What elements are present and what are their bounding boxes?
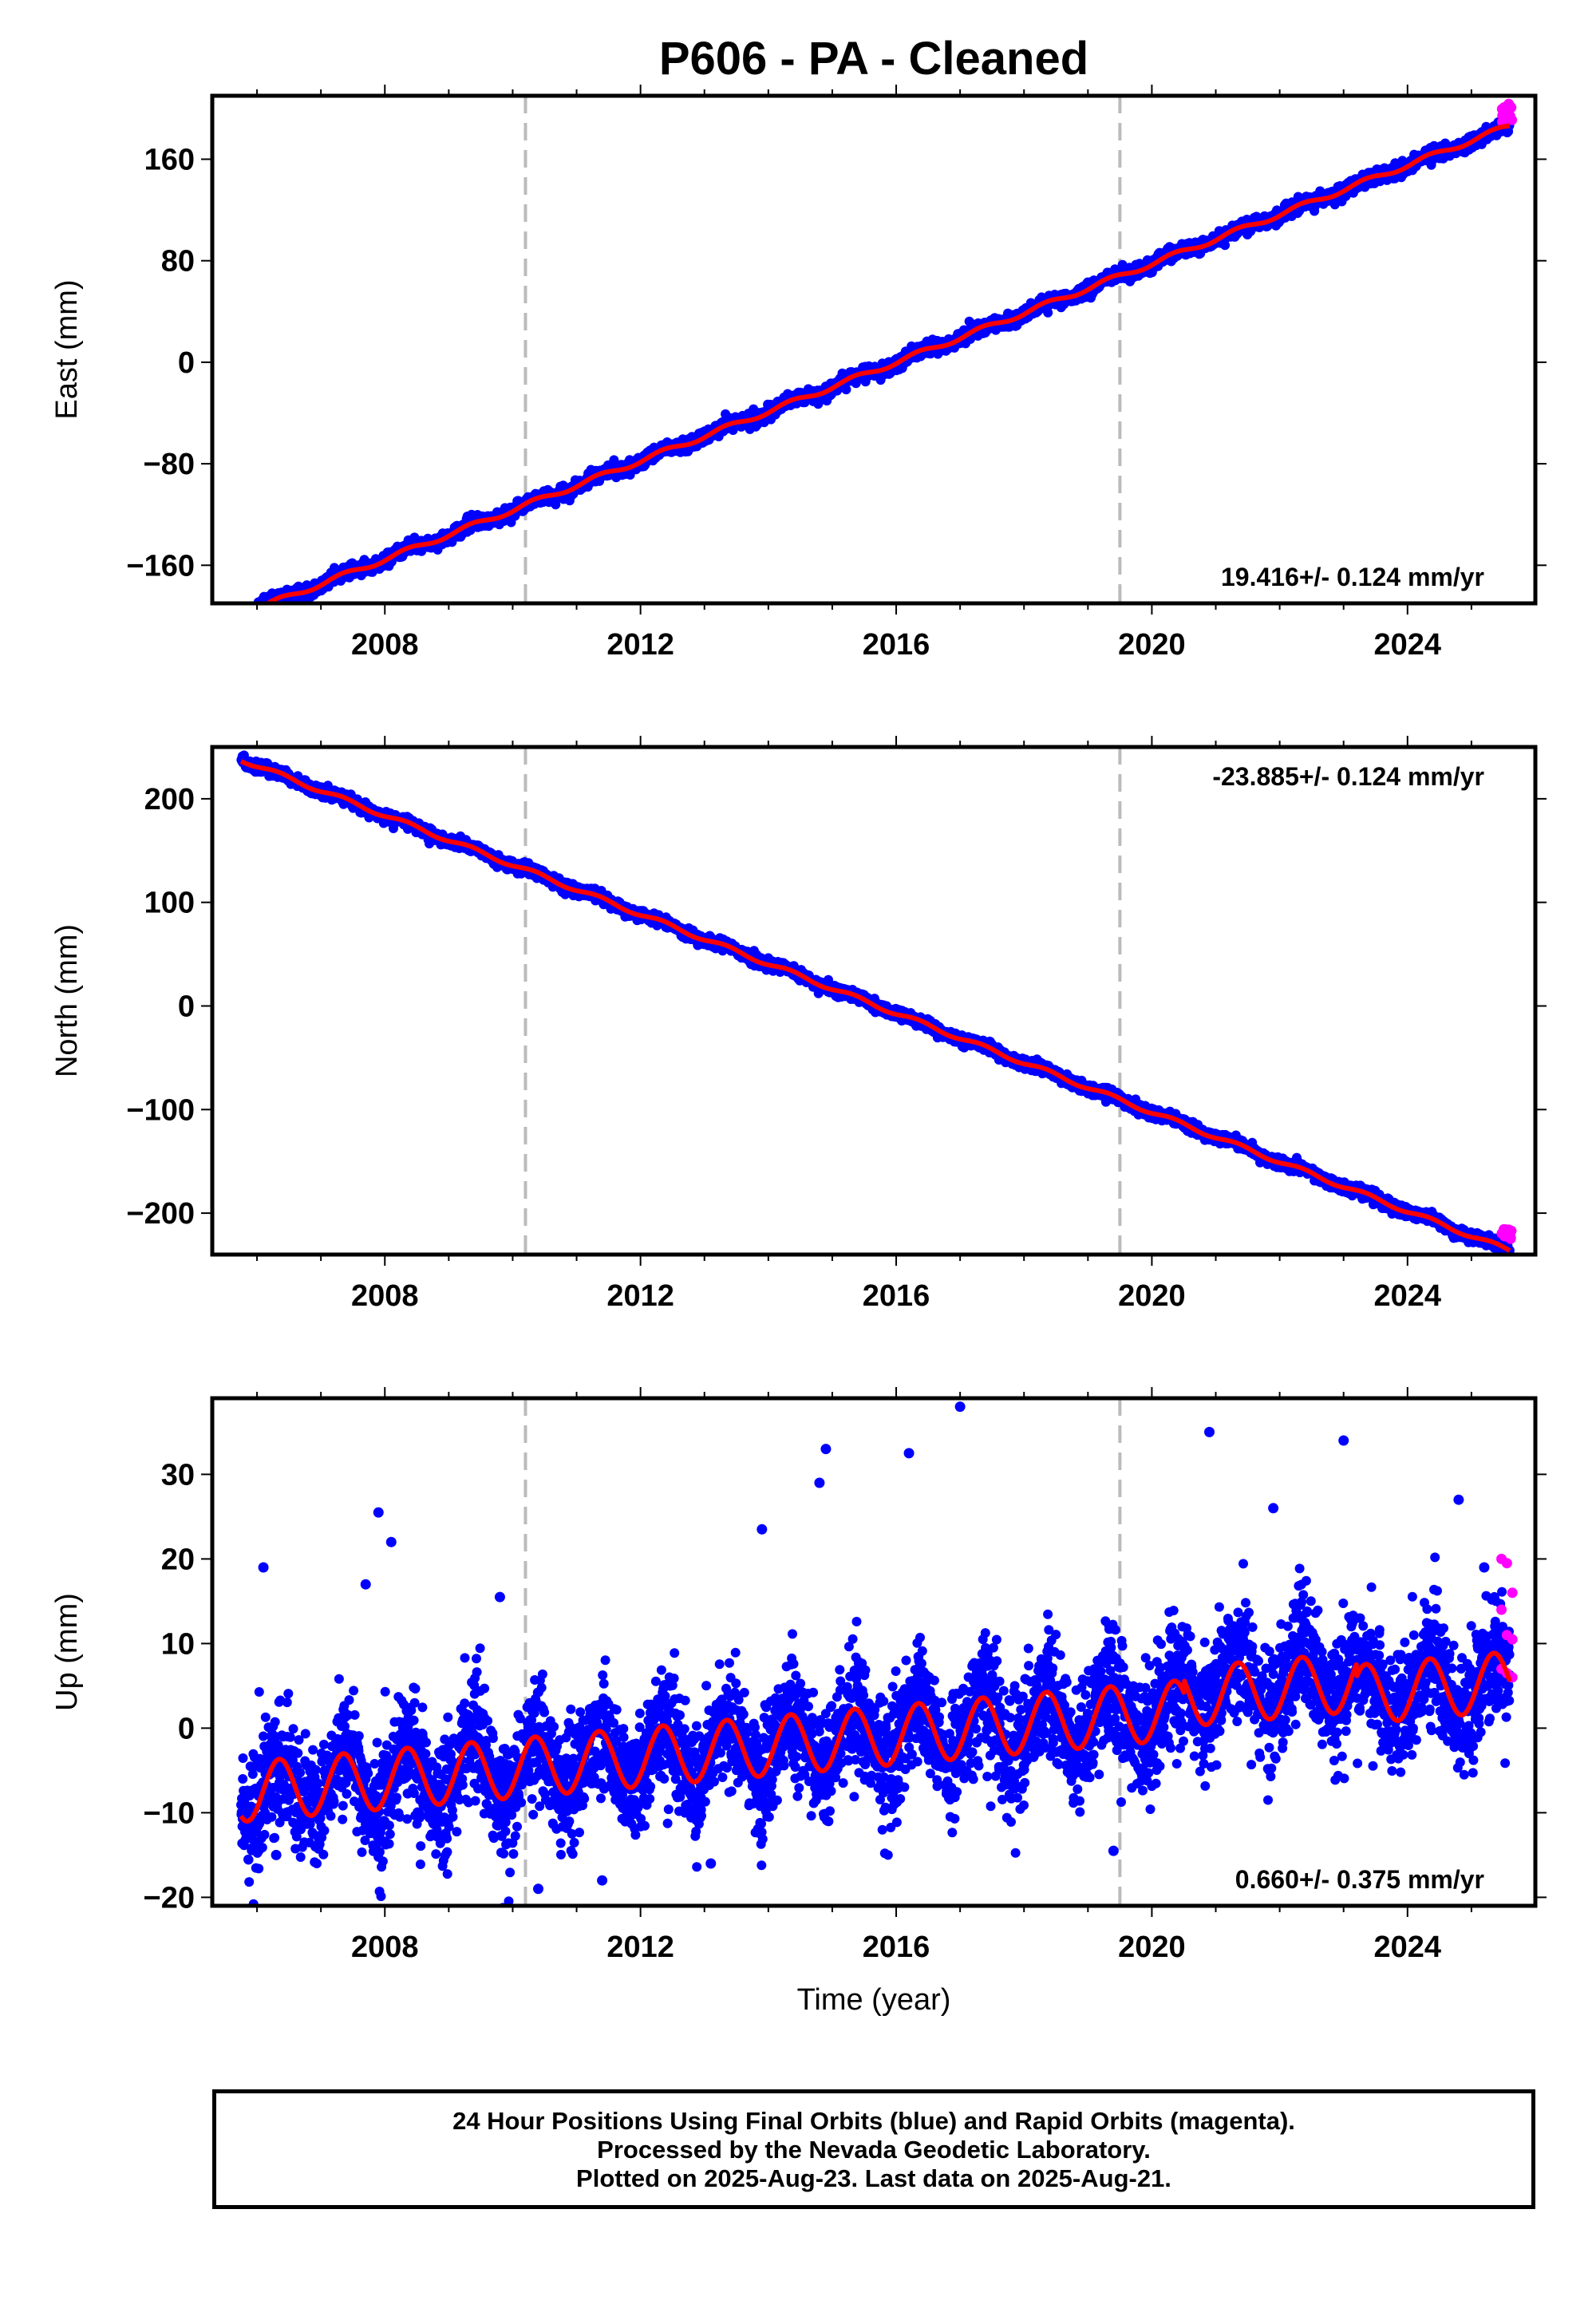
data-point	[240, 613, 250, 622]
y-tick-label: 200	[144, 783, 195, 816]
data-point	[247, 609, 257, 619]
data-point	[260, 604, 270, 614]
data-point	[240, 611, 250, 620]
data-point	[244, 605, 254, 615]
data-point	[244, 611, 254, 621]
plot-area-east	[236, 96, 1518, 629]
data-point	[236, 612, 246, 622]
rapid-orbit-points-east	[1496, 98, 1518, 128]
data-point	[238, 612, 247, 622]
x-tick-label: 2012	[606, 628, 674, 662]
data-point	[841, 385, 851, 395]
data-point	[239, 613, 249, 622]
data-point	[237, 611, 247, 621]
data-point	[245, 607, 255, 617]
y-axis-label: East (mm)	[50, 279, 84, 419]
rapid-point	[1497, 110, 1508, 121]
panel-north: 2008 2012 2016 2020 2024 −200 −100 0 100 200 North…	[50, 736, 1547, 1313]
y-tick-label: 160	[144, 144, 195, 177]
data-point	[242, 615, 251, 624]
data-point	[241, 604, 251, 614]
data-point	[250, 607, 259, 616]
y-tick-label: −100	[126, 1093, 195, 1127]
data-point	[237, 611, 247, 621]
data-point	[251, 611, 260, 620]
data-point	[243, 613, 253, 622]
y-tick-label: 0	[178, 990, 195, 1023]
y-ticks-east: −160 −80 0 80 160	[126, 144, 1547, 583]
y-tick-label: −200	[126, 1197, 195, 1231]
data-point	[240, 607, 250, 616]
data-point	[244, 606, 254, 615]
data-point	[242, 617, 251, 626]
data-point	[245, 619, 255, 629]
x-tick-label: 2020	[1118, 628, 1186, 662]
data-point	[254, 604, 263, 614]
data-point	[256, 605, 266, 615]
data-point	[241, 611, 251, 621]
data-point	[239, 613, 249, 622]
velocity-rate-label: 19.416+/- 0.124 mm/yr	[1221, 563, 1484, 591]
x-tick-label: 2016	[863, 1279, 930, 1313]
data-point	[243, 611, 253, 621]
data-point	[247, 611, 256, 620]
x-tick-label: 2024	[1374, 628, 1442, 662]
x-tick-label: 2008	[351, 1279, 419, 1313]
data-point	[242, 619, 251, 628]
chart-title: P606 - PA - Cleaned	[658, 33, 1089, 85]
y-tick-label: −80	[144, 448, 195, 481]
x-tick-label: 2012	[606, 1279, 674, 1313]
plot-area-north	[236, 747, 1517, 1255]
model-fit-line	[263, 123, 1512, 603]
data-point	[251, 608, 260, 618]
data-point	[239, 608, 249, 618]
data-point	[239, 615, 248, 625]
x-ticks-east: 2008 2012 2016 2020 2024	[256, 85, 1472, 662]
y-ticks-north: −200 −100 0 100 200	[126, 783, 1547, 1231]
x-tick-label: 2008	[351, 628, 419, 662]
data-point	[246, 605, 255, 615]
panel-east: 2008 2012 2016 2020 2024 −160 −80 0 80 160 East (m…	[50, 85, 1547, 662]
data-point	[241, 615, 251, 624]
x-tick-label: 2020	[1118, 1279, 1186, 1313]
data-point	[239, 612, 248, 622]
data-point	[243, 608, 252, 618]
data-point	[247, 609, 256, 619]
data-point	[251, 609, 261, 619]
data-point	[247, 613, 256, 622]
data-point	[236, 613, 246, 622]
data-point	[251, 609, 260, 619]
x-tick-label: 2024	[1374, 1279, 1442, 1313]
data-point	[246, 609, 255, 619]
plot-frame	[210, 93, 1538, 606]
data-point	[1043, 307, 1053, 318]
data-point	[238, 609, 247, 619]
data-point	[261, 604, 271, 614]
data-point	[249, 611, 259, 620]
data-point	[239, 610, 248, 619]
y-tick-label: −160	[126, 549, 195, 583]
data-point	[248, 607, 258, 616]
y-tick-label: 100	[144, 887, 195, 920]
data-point	[255, 606, 264, 615]
data-point	[251, 608, 261, 618]
data-point	[247, 604, 257, 614]
y-tick-label: 0	[178, 346, 195, 380]
data-point	[247, 611, 257, 620]
y-axis-label: North (mm)	[50, 924, 84, 1077]
data-point	[245, 609, 255, 619]
data-point	[237, 612, 247, 622]
x-ticks-north: 2008 2012 2016 2020 2024	[256, 736, 1472, 1313]
y-tick-label: 80	[161, 245, 195, 279]
x-tick-label: 2016	[863, 628, 930, 662]
data-point	[243, 607, 253, 616]
